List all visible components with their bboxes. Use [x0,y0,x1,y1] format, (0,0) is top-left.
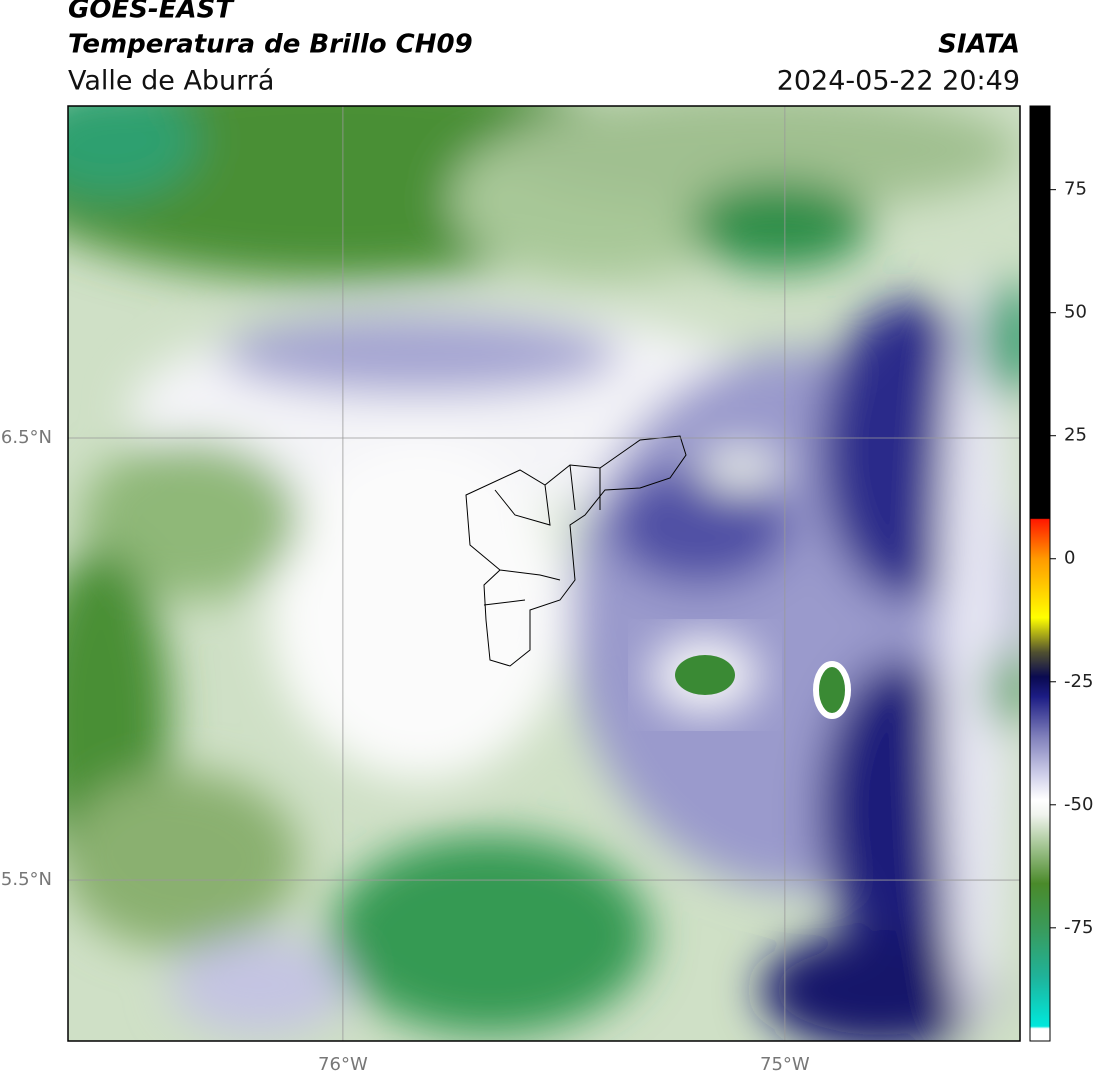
colorbar-tick-label: 75 [1064,179,1087,200]
colorbar-tick-label: -50 [1064,794,1093,815]
lon-label: 76°W [318,1054,368,1075]
colorbar-tick-label: 0 [1064,548,1075,569]
colorbar-tick-label: -75 [1064,917,1093,938]
map-frame [67,105,1021,1042]
datetime-label: 2024-05-22 20:49 [777,66,1020,97]
gridlines [68,106,1020,1041]
colorbar-tick-label: 25 [1064,425,1087,446]
brightness-field [68,106,1020,1041]
lat-label: 5.5°N [1,869,52,890]
region-label: Valle de Aburrá [68,66,274,97]
colorbar-tick-label: 50 [1064,302,1087,323]
basin-outline [465,435,687,667]
source-title: GOES-EAST [68,0,235,25]
colorbar-tick-label: -25 [1064,671,1093,692]
colorbar [1029,105,1051,1042]
product-title: Temperatura de Brillo CH09 [68,30,473,60]
lon-label: 75°W [760,1054,810,1075]
lat-label: 6.5°N [1,427,52,448]
agency-label: SIATA [938,30,1020,60]
